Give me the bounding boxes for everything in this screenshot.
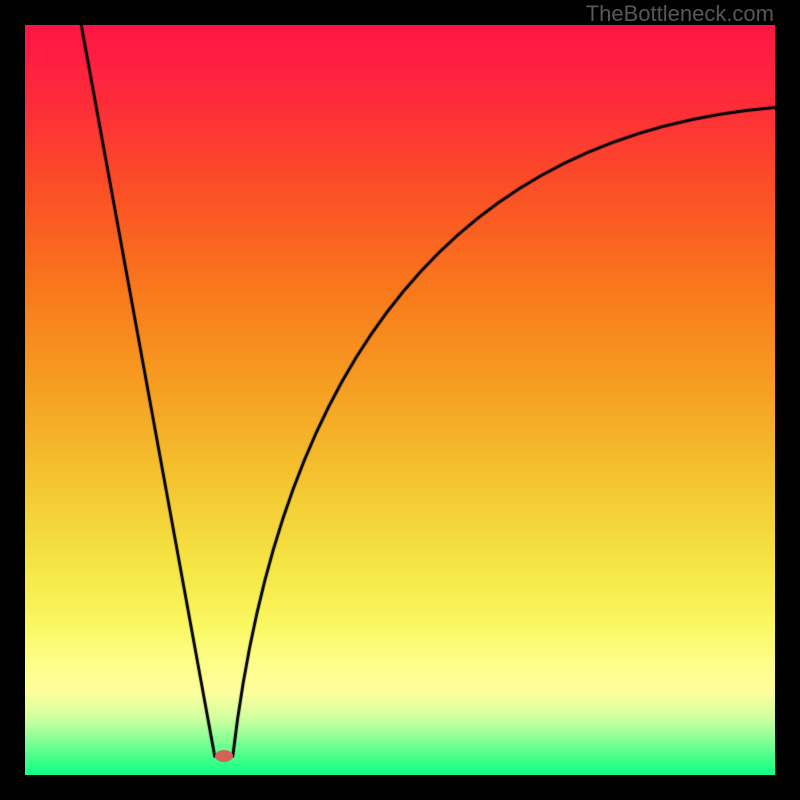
curve-overlay: [25, 25, 775, 775]
watermark-text: TheBottleneck.com: [586, 1, 774, 27]
chart-frame: TheBottleneck.com: [0, 0, 800, 800]
plot-area: [25, 25, 775, 775]
minimum-marker: [215, 750, 233, 762]
